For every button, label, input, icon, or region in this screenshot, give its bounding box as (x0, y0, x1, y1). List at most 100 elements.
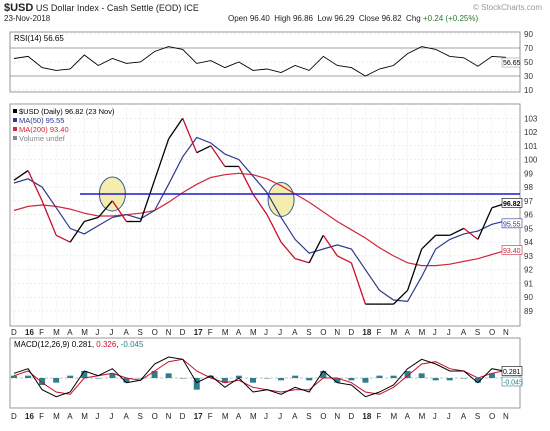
x-tick-label: M (391, 328, 398, 337)
x-tick-label: J (95, 412, 99, 421)
x-tick-label: M (81, 412, 88, 421)
ohlc-readout: Open 96.40 High 96.86 Low 96.29 Close 96… (228, 14, 479, 23)
price-segment (294, 258, 310, 264)
macd-hist-bar (418, 373, 425, 378)
rsi-value-tag-bg (501, 57, 521, 68)
rsi-tick-label: 70 (524, 44, 533, 53)
price-tag: 96.82 (503, 201, 521, 208)
price-segment (421, 234, 437, 250)
price-segment (252, 193, 268, 215)
macd-hist-bar (460, 378, 467, 379)
x-tick-label: A (405, 328, 411, 337)
x-tick-label: D (11, 328, 17, 337)
instrument-name: US Dollar Index - Cash Settle (EOD) (35, 3, 182, 13)
price-tick-label: 92 (524, 266, 533, 275)
macd-hist-bar (474, 378, 481, 383)
rsi-tick-label: 30 (524, 72, 533, 81)
rsi-legend: RSI(14) 56.65 (14, 34, 64, 43)
signal-line (13, 358, 507, 395)
x-tick-label: J (447, 412, 451, 421)
price-tick-label: 91 (524, 279, 533, 288)
x-tick-label: F (376, 328, 381, 337)
x-tick-label: D (180, 412, 186, 421)
price-segment (182, 118, 198, 153)
price-tag: 93.40 (503, 248, 521, 255)
macd-tag-bg (501, 366, 523, 376)
legend-entry: MA(50) 95.55 (19, 116, 64, 125)
macd-hist-bar (221, 378, 228, 383)
close-value: 96.82 (381, 14, 402, 23)
x-tick-label: M (53, 328, 60, 337)
price-segment (280, 241, 296, 260)
price-segment (238, 166, 254, 195)
macd-line (13, 356, 507, 398)
x-tick-label: D (11, 412, 17, 421)
price-segment (322, 234, 338, 257)
macd-hist-bar (39, 378, 46, 385)
price-segment (463, 227, 479, 240)
x-tick-label: N (166, 412, 172, 421)
x-tick-label: 18 (362, 328, 371, 337)
price-segment (41, 200, 57, 236)
price-segment (477, 207, 493, 240)
macd-value-tags: 0.281 -0.045 (501, 366, 523, 387)
price-segment (97, 200, 113, 218)
x-tick-label: S (306, 412, 311, 421)
x-tick-label: O (320, 328, 326, 337)
x-tick-label: 18 (362, 412, 371, 421)
exchange: ICE (183, 3, 199, 13)
legend-entry: Volume undef (19, 134, 66, 143)
macd-hist-bar (179, 378, 186, 379)
chart-date: 23-Nov-2018 (4, 14, 51, 23)
legend-swatch (13, 136, 17, 140)
macd-hist-bar (292, 375, 299, 378)
macd-legend-macd: 0.281 (72, 340, 93, 349)
x-tick-label: S (306, 328, 311, 337)
macd-hist-bar (320, 371, 327, 378)
macd-legend-prefix: MACD(12,26,9) (14, 340, 72, 349)
price-segment (449, 227, 465, 236)
macd-hist-bar (362, 378, 369, 383)
price-tick-label: 96 (524, 211, 533, 220)
x-tick-label: M (222, 328, 229, 337)
price-tick-label: 93 (524, 252, 533, 261)
x-tick-label: M (222, 412, 229, 421)
macd-hist-bar (404, 371, 411, 378)
ma50-line (13, 136, 507, 303)
price-y-ticks: 103 102 101 100 99 98 97 96 95 94 93 92 91 90 89 (524, 114, 538, 316)
macd-tag: 0.281 (503, 369, 521, 376)
macd-hist-bar (11, 375, 17, 378)
price-segment (69, 221, 85, 243)
x-tick-label: A (292, 328, 298, 337)
rsi-panel: 90 70 50 30 10 RSI(14) 56.65 56.65 (9, 30, 533, 95)
x-tick-label: A (236, 412, 242, 421)
x-tick-label: A (67, 412, 73, 421)
price-tag-bg (501, 218, 523, 229)
macd-hist-bar (123, 378, 130, 383)
macd-hist-bar (264, 378, 271, 379)
legend-entry: $USD (Daily) 96.82 (23 Nov) (19, 107, 115, 116)
x-tick-label: J (447, 328, 451, 337)
open-value: 96.40 (249, 14, 270, 23)
macd-hist-bar (235, 375, 242, 378)
macd-hist-bar (306, 378, 313, 381)
price-segment (27, 170, 43, 202)
price-line (13, 117, 507, 305)
x-tick-label: 17 (194, 412, 203, 421)
price-segment (210, 145, 226, 167)
price-segment (308, 234, 324, 264)
macd-panel: MACD(12,26,9) 0.281, 0.326, -0.045 0.281… (9, 337, 523, 409)
rsi-tick-label: 90 (524, 30, 533, 39)
macd-hist-bar (207, 375, 214, 378)
x-tick-label: F (39, 328, 44, 337)
x-tick-label: J (95, 328, 99, 337)
macd-hist-bar (53, 378, 60, 383)
macd-hist-bar (278, 378, 285, 381)
x-tick-label: J (278, 412, 282, 421)
x-tick-label: D (348, 328, 354, 337)
macd-legend-signal: 0.326 (96, 340, 117, 349)
x-tick-label: O (489, 412, 495, 421)
x-tick-label: J (264, 412, 268, 421)
legend-swatch (13, 109, 17, 113)
price-segment (406, 248, 423, 291)
